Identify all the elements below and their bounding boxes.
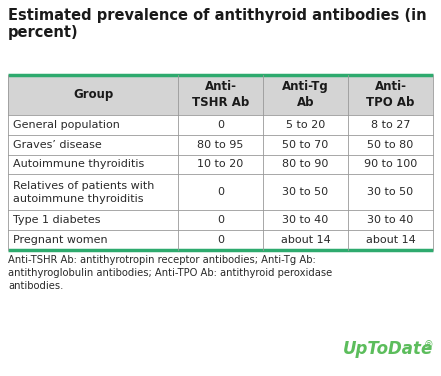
Text: Group: Group [73, 88, 113, 102]
Bar [8, 75, 433, 115]
Text: about 14: about 14 [280, 235, 330, 245]
Text: 80 to 90: 80 to 90 [282, 159, 329, 170]
Text: 30 to 40: 30 to 40 [282, 215, 329, 225]
Text: Anti-TSHR Ab: antithyrotropin receptor antibodies; Anti-Tg Ab:
antithyroglobulin: Anti-TSHR Ab: antithyrotropin receptor a… [8, 255, 332, 291]
Text: 30 to 50: 30 to 50 [367, 187, 414, 197]
Text: General population: General population [13, 120, 120, 130]
Text: 0: 0 [217, 120, 224, 130]
Text: 80 to 95: 80 to 95 [197, 139, 244, 150]
Text: Pregnant women: Pregnant women [13, 235, 108, 245]
Text: ®: ® [423, 340, 433, 350]
Text: 0: 0 [217, 235, 224, 245]
Text: Estimated prevalence of antithyroid antibodies (in
percent): Estimated prevalence of antithyroid anti… [8, 8, 426, 40]
Text: 8 to 27: 8 to 27 [371, 120, 410, 130]
Text: Relatives of patients with
autoimmune thyroiditis: Relatives of patients with autoimmune th… [13, 181, 154, 203]
Text: 30 to 40: 30 to 40 [367, 215, 414, 225]
Text: 5 to 20: 5 to 20 [286, 120, 325, 130]
Text: 0: 0 [217, 187, 224, 197]
Text: 30 to 50: 30 to 50 [282, 187, 329, 197]
Text: about 14: about 14 [366, 235, 415, 245]
Text: 50 to 70: 50 to 70 [282, 139, 329, 150]
Text: 50 to 80: 50 to 80 [367, 139, 414, 150]
Text: UpToDate: UpToDate [343, 340, 433, 358]
Text: Anti-Tg
Ab: Anti-Tg Ab [282, 80, 329, 109]
Text: Autoimmune thyroiditis: Autoimmune thyroiditis [13, 159, 144, 170]
Text: Graves’ disease: Graves’ disease [13, 139, 102, 150]
Text: Anti-
TSHR Ab: Anti- TSHR Ab [192, 80, 249, 109]
Text: 90 to 100: 90 to 100 [364, 159, 417, 170]
Text: 0: 0 [217, 215, 224, 225]
Text: Anti-
TPO Ab: Anti- TPO Ab [366, 80, 415, 109]
Text: Type 1 diabetes: Type 1 diabetes [13, 215, 101, 225]
Text: 10 to 20: 10 to 20 [198, 159, 243, 170]
